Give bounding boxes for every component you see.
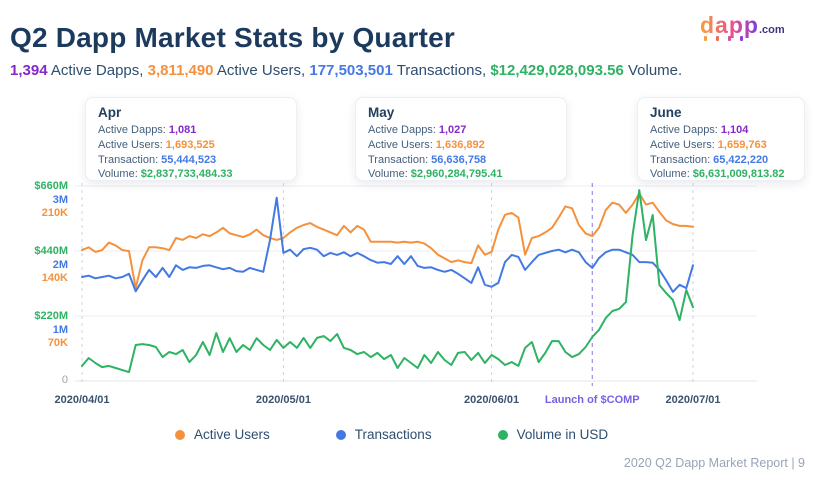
metric-value: 1,027 xyxy=(438,124,467,136)
metric-value: 1,693,525 xyxy=(165,138,215,151)
metric-label: Active Users: xyxy=(98,138,163,151)
metric-value: 1,104 xyxy=(720,124,749,136)
legend-label: Transactions xyxy=(354,427,432,442)
legend-label: Active Users xyxy=(194,427,270,442)
metric-value: $2,960,284,795.41 xyxy=(410,168,503,181)
metric-row: Transaction: 55,444,523 xyxy=(98,153,284,168)
logo-tick xyxy=(716,36,719,41)
logo-tick xyxy=(740,36,743,41)
y-tick-label: 210K xyxy=(41,207,68,219)
summary-label: Volume. xyxy=(623,62,683,79)
metric-row: Volume: $2,960,284,795.41 xyxy=(368,167,554,182)
metric-row: Active Dapps: 1,081 xyxy=(98,123,284,138)
metric-value: 1,081 xyxy=(168,124,197,136)
legend-dot-icon xyxy=(335,429,346,440)
y-tick-label: $660M xyxy=(34,180,68,192)
y-zero-label: 0 xyxy=(61,374,68,386)
page-title: Q2 Dapp Market Stats by Quarter xyxy=(10,22,455,53)
y-tick-label: $220M xyxy=(34,310,68,322)
month-card-may: May Active Dapps: 1,027 Active Users: 1,636… xyxy=(355,97,567,181)
metric-label: Volume: xyxy=(98,168,138,181)
metric-row: Volume: $6,631,009,813.82 xyxy=(650,167,792,182)
metric-value: 56,636,758 xyxy=(431,153,487,166)
summary-value: 3,811,490 xyxy=(147,62,214,79)
metric-value: 65,422,220 xyxy=(713,153,769,166)
metric-label: Transaction: xyxy=(98,153,159,166)
metric-row: Active Dapps: 1,104 xyxy=(650,123,792,138)
metric-label: Transaction: xyxy=(650,153,711,166)
month-card-apr: Apr Active Dapps: 1,081 Active Users: 1,693… xyxy=(85,97,297,181)
y-tick-label: 70K xyxy=(47,337,68,349)
summary-value: 177,503,501 xyxy=(309,62,393,79)
y-tick-label: 3M xyxy=(52,193,68,206)
metric-label: Active Dapps: xyxy=(368,124,436,136)
metric-row: Transaction: 65,422,220 xyxy=(650,153,792,168)
x-tick-label: 2020/05/01 xyxy=(255,394,311,406)
footer-page-label: 2020 Q2 Dapp Market Report | 9 xyxy=(623,456,805,470)
y-tick-label: 1M xyxy=(52,323,68,336)
metric-row: Transaction: 56,636,758 xyxy=(368,153,554,168)
logo-tick xyxy=(728,36,731,41)
month-card-title: Apr xyxy=(98,105,122,120)
metric-value: 1,659,763 xyxy=(717,138,767,151)
logo-tld: .com xyxy=(758,24,785,36)
metric-label: Volume: xyxy=(368,168,408,181)
legend-item-transactions[interactable]: Transactions xyxy=(335,427,432,442)
metric-value: $2,837,733,484.33 xyxy=(140,168,233,181)
summary-value: $12,429,028,093.56 xyxy=(490,62,624,79)
metric-value: $6,631,009,813.82 xyxy=(692,168,785,181)
month-card-june: June Active Dapps: 1,104 Active Users: 1,65… xyxy=(637,97,805,181)
logo-tick xyxy=(704,36,707,41)
legend-dot-icon xyxy=(497,429,508,440)
logo-wordmark: dapp xyxy=(700,12,759,38)
metric-row: Active Dapps: 1,027 xyxy=(368,123,554,138)
metric-value: 55,444,523 xyxy=(161,153,217,166)
x-tick-label: 2020/04/01 xyxy=(54,394,110,406)
summary-line: 1,394 Active Dapps, 3,811,490 Active Use… xyxy=(10,62,682,79)
month-card-title: June xyxy=(650,105,682,120)
metric-label: Active Users: xyxy=(650,138,715,151)
month-card-title: May xyxy=(368,105,395,120)
metric-label: Active Dapps: xyxy=(98,124,166,136)
metric-row: Volume: $2,837,733,484.33 xyxy=(98,167,284,182)
metric-label: Active Users: xyxy=(368,138,433,151)
comp-launch-annotation: Launch of $COMP xyxy=(544,394,640,406)
x-tick-label: 2020/06/01 xyxy=(464,394,520,406)
summary-label: Transactions, xyxy=(392,62,491,79)
summary-value: 1,394 xyxy=(10,62,48,79)
summary-label: Active Dapps, xyxy=(47,62,148,79)
dapp-logo: dapp.com xyxy=(700,12,785,41)
metric-label: Transaction: xyxy=(368,153,429,166)
metric-row: Active Users: 1,659,763 xyxy=(650,138,792,153)
metric-row: Active Users: 1,636,892 xyxy=(368,138,554,153)
metric-row: Active Users: 1,693,525 xyxy=(98,138,284,153)
metric-value: 1,636,892 xyxy=(435,138,485,151)
y-tick-label: $440M xyxy=(34,245,68,257)
legend-dot-icon xyxy=(175,429,185,440)
legend-label: Volume in USD xyxy=(516,427,609,442)
metric-label: Active Dapps: xyxy=(650,124,718,136)
y-tick-label: 2M xyxy=(52,258,68,271)
legend-item-volume-in-usd[interactable]: Volume in USD xyxy=(497,427,609,442)
y-tick-label: 140K xyxy=(41,272,68,284)
chart-legend: Active Users Transactions Volume in USD xyxy=(175,427,608,442)
x-tick-label: 2020/07/01 xyxy=(665,394,721,406)
legend-item-active-users[interactable]: Active Users xyxy=(175,427,270,442)
metric-label: Volume: xyxy=(650,168,690,181)
summary-label: Active Users, xyxy=(213,62,310,79)
logo-ticks xyxy=(704,36,743,41)
